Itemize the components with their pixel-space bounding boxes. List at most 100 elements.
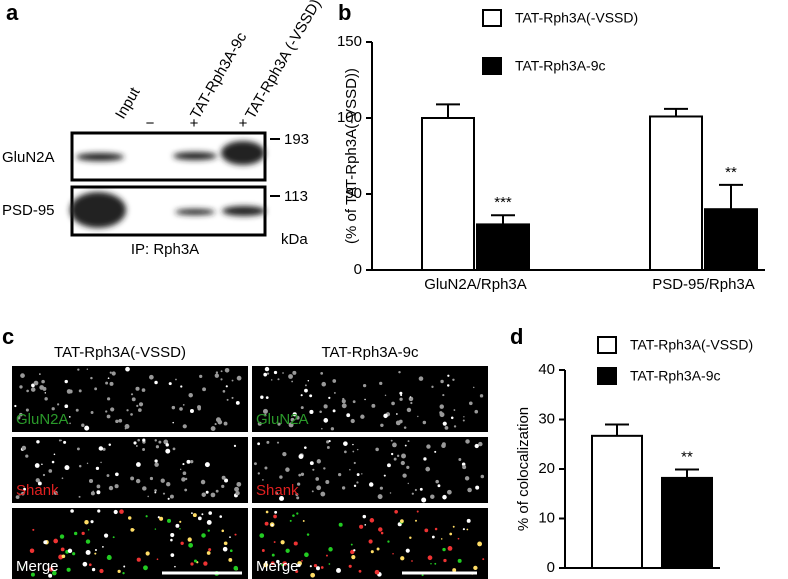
puncta	[271, 523, 274, 527]
puncta	[231, 379, 234, 382]
puncta	[19, 385, 23, 389]
puncta	[236, 375, 242, 381]
puncta	[72, 552, 76, 556]
puncta	[41, 379, 45, 384]
lane-mark: +	[239, 115, 248, 132]
puncta	[26, 389, 29, 393]
puncta	[356, 481, 359, 484]
puncta	[352, 450, 355, 453]
puncta	[302, 520, 305, 522]
puncta	[423, 457, 427, 461]
puncta	[419, 487, 423, 491]
puncta	[154, 439, 157, 442]
puncta	[353, 549, 356, 552]
puncta	[292, 370, 297, 375]
x-tick-label: PSD-95/Rph3A	[652, 276, 755, 293]
puncta	[263, 413, 267, 417]
panel-label: b	[338, 0, 351, 25]
puncta	[298, 454, 304, 459]
puncta	[380, 531, 384, 535]
puncta	[273, 541, 276, 544]
puncta	[296, 512, 299, 515]
puncta	[130, 527, 135, 532]
puncta	[342, 397, 345, 401]
puncta	[78, 495, 81, 498]
puncta	[136, 557, 141, 562]
puncta	[369, 518, 375, 523]
puncta	[333, 391, 336, 394]
puncta	[169, 494, 174, 499]
puncta	[175, 378, 177, 381]
puncta	[301, 559, 303, 562]
puncta	[442, 421, 447, 426]
puncta	[188, 392, 193, 398]
puncta	[350, 549, 355, 555]
puncta	[309, 461, 314, 466]
puncta	[265, 510, 269, 514]
puncta	[192, 513, 197, 518]
puncta	[85, 549, 91, 555]
puncta	[138, 408, 142, 412]
puncta	[170, 538, 173, 542]
puncta	[163, 439, 169, 445]
puncta	[236, 481, 242, 487]
puncta	[186, 459, 191, 464]
puncta	[130, 413, 133, 416]
puncta	[90, 520, 94, 524]
puncta	[297, 563, 301, 568]
puncta	[210, 426, 216, 431]
puncta	[300, 394, 303, 397]
puncta	[285, 548, 290, 553]
puncta	[206, 551, 211, 555]
puncta	[425, 466, 431, 472]
puncta	[281, 563, 285, 567]
puncta	[321, 427, 323, 430]
puncta	[143, 565, 148, 571]
puncta	[279, 495, 285, 501]
puncta	[300, 472, 305, 476]
puncta	[317, 459, 321, 463]
puncta	[383, 474, 386, 477]
puncta	[364, 523, 367, 526]
puncta	[229, 536, 231, 539]
puncta	[149, 374, 154, 380]
marker-label: 193	[284, 131, 309, 148]
puncta	[453, 425, 457, 428]
puncta	[328, 547, 333, 552]
puncta	[290, 417, 295, 422]
y-tick-label: 40	[538, 361, 555, 378]
puncta	[18, 493, 21, 496]
y-tick-label: 30	[538, 410, 555, 427]
puncta	[21, 445, 27, 451]
puncta	[203, 561, 208, 566]
error-bar	[719, 183, 743, 210]
puncta	[162, 492, 166, 495]
puncta	[263, 562, 269, 568]
puncta	[417, 415, 419, 418]
puncta	[188, 542, 193, 548]
puncta	[393, 457, 397, 461]
puncta	[400, 394, 403, 397]
puncta	[414, 488, 417, 492]
puncta	[379, 381, 383, 386]
puncta	[102, 447, 106, 451]
puncta	[154, 491, 157, 494]
puncta	[406, 465, 410, 470]
puncta	[202, 387, 207, 392]
puncta	[115, 472, 119, 477]
puncta	[25, 454, 29, 458]
puncta	[300, 406, 304, 410]
puncta	[84, 425, 90, 431]
puncta	[328, 396, 331, 399]
puncta	[453, 409, 456, 411]
puncta	[142, 448, 146, 451]
puncta	[346, 413, 351, 418]
puncta	[313, 563, 318, 568]
puncta	[90, 411, 94, 414]
puncta	[14, 404, 17, 408]
significance: **	[681, 448, 693, 465]
y-tick-label: 50	[345, 185, 362, 202]
puncta	[235, 491, 240, 496]
puncta	[409, 536, 412, 539]
puncta	[292, 514, 295, 517]
